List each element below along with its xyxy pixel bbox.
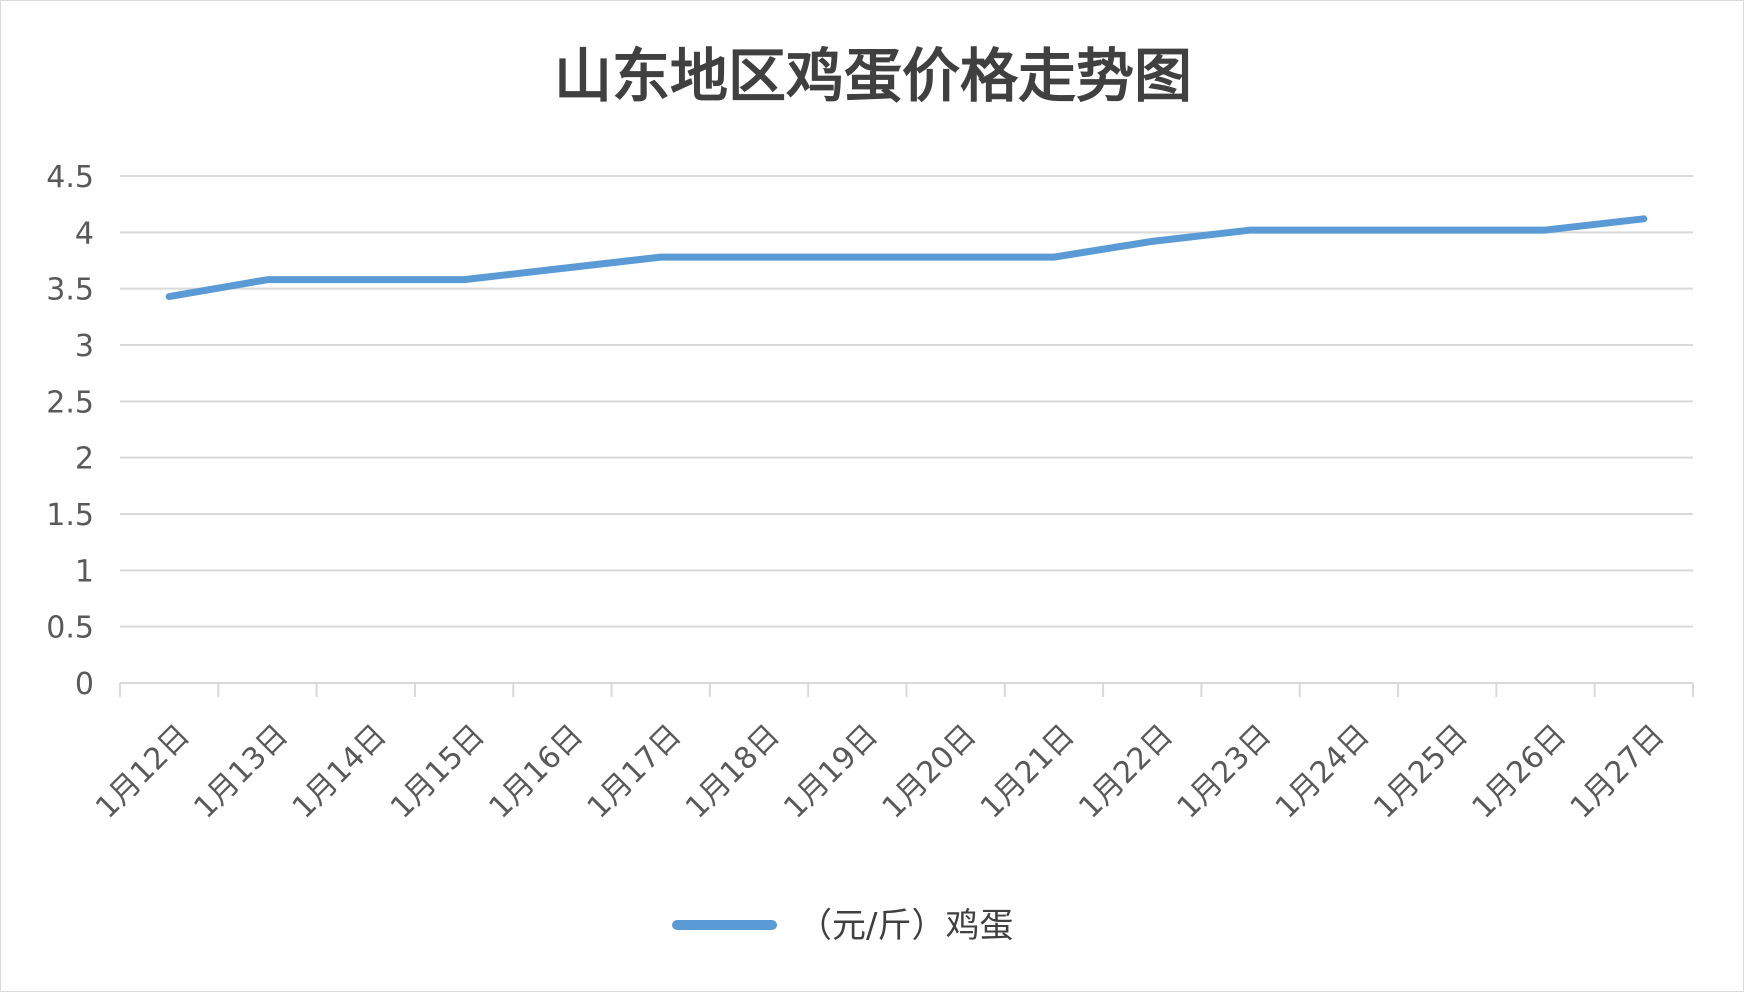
x-tick-label: 1月20日 [876,718,984,826]
data-point [1642,217,1645,220]
data-point [856,256,859,259]
data-point [364,278,367,281]
legend: （元/斤）鸡蛋 [672,906,1013,946]
x-axis: 1月12日1月13日1月14日1月15日1月16日1月17日1月18日1月19日… [89,683,1694,826]
y-tick-label: 0.5 [46,611,94,646]
data-point [758,256,761,259]
x-tick-label: 1月24日 [1269,718,1377,826]
y-tick-label: 4.5 [46,160,94,195]
x-tick-label: 1月18日 [679,718,787,826]
data-point [1052,256,1055,259]
data-point [463,278,466,281]
x-tick-label: 1月17日 [581,718,689,826]
x-tick-label: 1月14日 [286,718,394,826]
y-tick-label: 3 [75,329,94,364]
x-tick-label: 1月26日 [1466,718,1574,826]
chart-title: 山东地区鸡蛋价格走势图 [554,42,1192,110]
x-tick-label: 1月16日 [482,718,590,826]
data-point [1446,229,1449,232]
series-layer [165,215,1648,301]
legend-label: （元/斤）鸡蛋 [798,906,1013,946]
y-tick-label: 0 [75,667,94,702]
data-point [1347,229,1350,232]
y-tick-label: 2 [75,442,94,477]
y-tick-label: 2.5 [46,385,94,420]
x-tick-label: 1月22日 [1072,718,1180,826]
y-axis-ticks: 0 0.5 1 1.5 2 2.5 3 3.5 4 4.5 [46,160,94,702]
x-tick-label: 1月19日 [777,718,885,826]
x-tick-label: 1月12日 [89,718,197,826]
x-tick-label: 1月21日 [974,718,1082,826]
series-line [165,215,1648,301]
data-point [1151,240,1154,243]
x-tick-label: 1月27日 [1564,718,1672,826]
gridlines [120,175,1693,684]
x-tick-label: 1月25日 [1367,718,1475,826]
data-point [266,278,269,281]
y-tick-label: 1 [75,554,94,589]
data-point [659,256,662,259]
x-tick-label: 1月13日 [187,718,295,826]
y-tick-label: 4 [75,216,94,251]
data-point [1544,229,1547,232]
data-point [561,267,564,270]
data-point [168,295,171,298]
x-tick-label: 1月23日 [1171,718,1279,826]
x-tick-label: 1月15日 [384,718,492,826]
y-tick-label: 3.5 [46,273,94,308]
data-point [1249,229,1252,232]
y-tick-label: 1.5 [46,498,94,533]
data-point [954,256,957,259]
